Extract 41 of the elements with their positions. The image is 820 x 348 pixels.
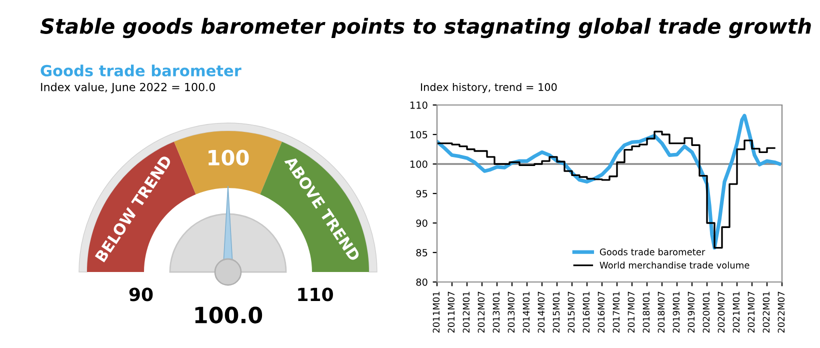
x-tick-label: 2015M01 — [552, 292, 560, 333]
x-tick-label: 2013M01 — [492, 292, 500, 333]
chart-subtitle: Goods trade barometer — [40, 64, 242, 76]
legend-label: Goods trade barometer — [600, 248, 706, 256]
x-tick-label: 2013M07 — [508, 292, 515, 333]
y-tick-label: 110 — [410, 101, 428, 109]
x-tick-label: 2014M01 — [522, 292, 530, 333]
x-tick-label: 2016M01 — [582, 292, 590, 333]
x-tick-label: 2017M01 — [612, 292, 620, 333]
x-tick-label: 2016M07 — [598, 292, 605, 333]
y-tick-label: 85 — [416, 248, 428, 256]
y-tick-label: 100 — [410, 160, 428, 168]
x-tick-label: 2019M07 — [688, 292, 695, 333]
text: Stable goods barometer points to stagnating global trade growth — [40, 18, 811, 38]
slice-label: 100 — [208, 150, 249, 166]
x-tick-label: 2017M07 — [628, 292, 635, 333]
x-tick-label: 2014M07 — [538, 292, 545, 333]
x-tick-label: 2022M01 — [762, 292, 770, 333]
text: 100.0 — [195, 306, 262, 324]
y-tick-label: 105 — [410, 130, 428, 138]
text: 90 — [129, 288, 153, 302]
y-tick-label: 80 — [416, 278, 428, 286]
text: 110 — [298, 288, 333, 302]
x-tick-label: 2011M07 — [448, 292, 455, 333]
x-tick-label: 2019M01 — [672, 292, 680, 333]
legend-label: World merchandise trade volume — [600, 262, 750, 269]
x-tick-label: 2020M07 — [718, 292, 725, 333]
chart-subtitle: Index history, trend = 100 — [421, 82, 557, 94]
x-tick-label: 2022M07 — [778, 292, 785, 333]
x-tick-label: 2012M07 — [478, 292, 485, 333]
x-tick-label: 2020M01 — [702, 292, 710, 333]
x-tick-label: 2021M07 — [748, 292, 755, 333]
x-tick-label: 2015M07 — [568, 292, 575, 333]
text: Index value, June 2022 = 100.0 — [41, 82, 215, 94]
x-tick-label: 2018M07 — [658, 292, 665, 333]
x-tick-label: 2012M01 — [462, 292, 470, 333]
y-tick-label: 90 — [416, 219, 428, 227]
x-tick-label: 2018M01 — [642, 292, 650, 333]
y-tick-label: 95 — [416, 190, 428, 198]
x-tick-label: 2021M01 — [732, 292, 740, 333]
x-tick-label: 2011M01 — [432, 292, 440, 333]
